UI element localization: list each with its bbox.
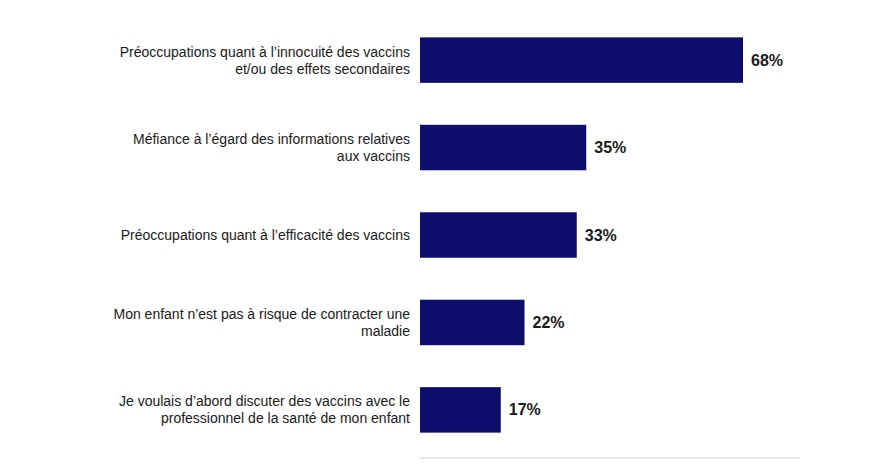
data-label: 17% (509, 401, 541, 418)
category-label-line: maladie (361, 323, 410, 339)
category-label-line: aux vaccins (337, 148, 410, 164)
category-label-line: et/ou des effets secondaires (235, 61, 410, 77)
bar (420, 125, 586, 170)
category-label-line: Je voulais d’abord discuter des vaccins … (119, 393, 410, 409)
chart-container: 17% Je voulais d’abord discuter des vacci… (0, 0, 875, 474)
category-label-line: Méfiance à l’égard des informations rela… (133, 131, 410, 147)
chart: 17% Je voulais d’abord discuter des vacci… (0, 0, 875, 474)
category-label-line: professionnel de la santé de mon enfant (161, 410, 410, 426)
bar (420, 300, 525, 345)
category-label: Préoccupations quant à l’efficacité des … (121, 227, 410, 243)
bar (420, 212, 577, 257)
category-label: Je voulais d’abord discuter des vaccins … (119, 393, 410, 426)
category-label: Préoccupations quant à l’innocuité des v… (120, 44, 410, 77)
category-label: Mon enfant n’est pas à risque de contrac… (113, 306, 410, 339)
data-label: 68% (751, 52, 783, 69)
x-axis-line (420, 458, 800, 459)
category-label: Méfiance à l’égard des informations rela… (133, 131, 410, 164)
bar (420, 387, 501, 432)
bars (420, 37, 743, 432)
data-label: 35% (594, 139, 626, 156)
bar (420, 37, 743, 82)
data-label: 22% (533, 314, 565, 331)
category-label-line: Préoccupations quant à l’innocuité des v… (120, 44, 410, 60)
labels: 17% Je voulais d’abord discuter des vacci… (113, 44, 783, 427)
category-label-line: Mon enfant n’est pas à risque de contrac… (113, 306, 410, 322)
data-label: 33% (585, 227, 617, 244)
category-label-line: Préoccupations quant à l’efficacité des … (121, 227, 410, 243)
